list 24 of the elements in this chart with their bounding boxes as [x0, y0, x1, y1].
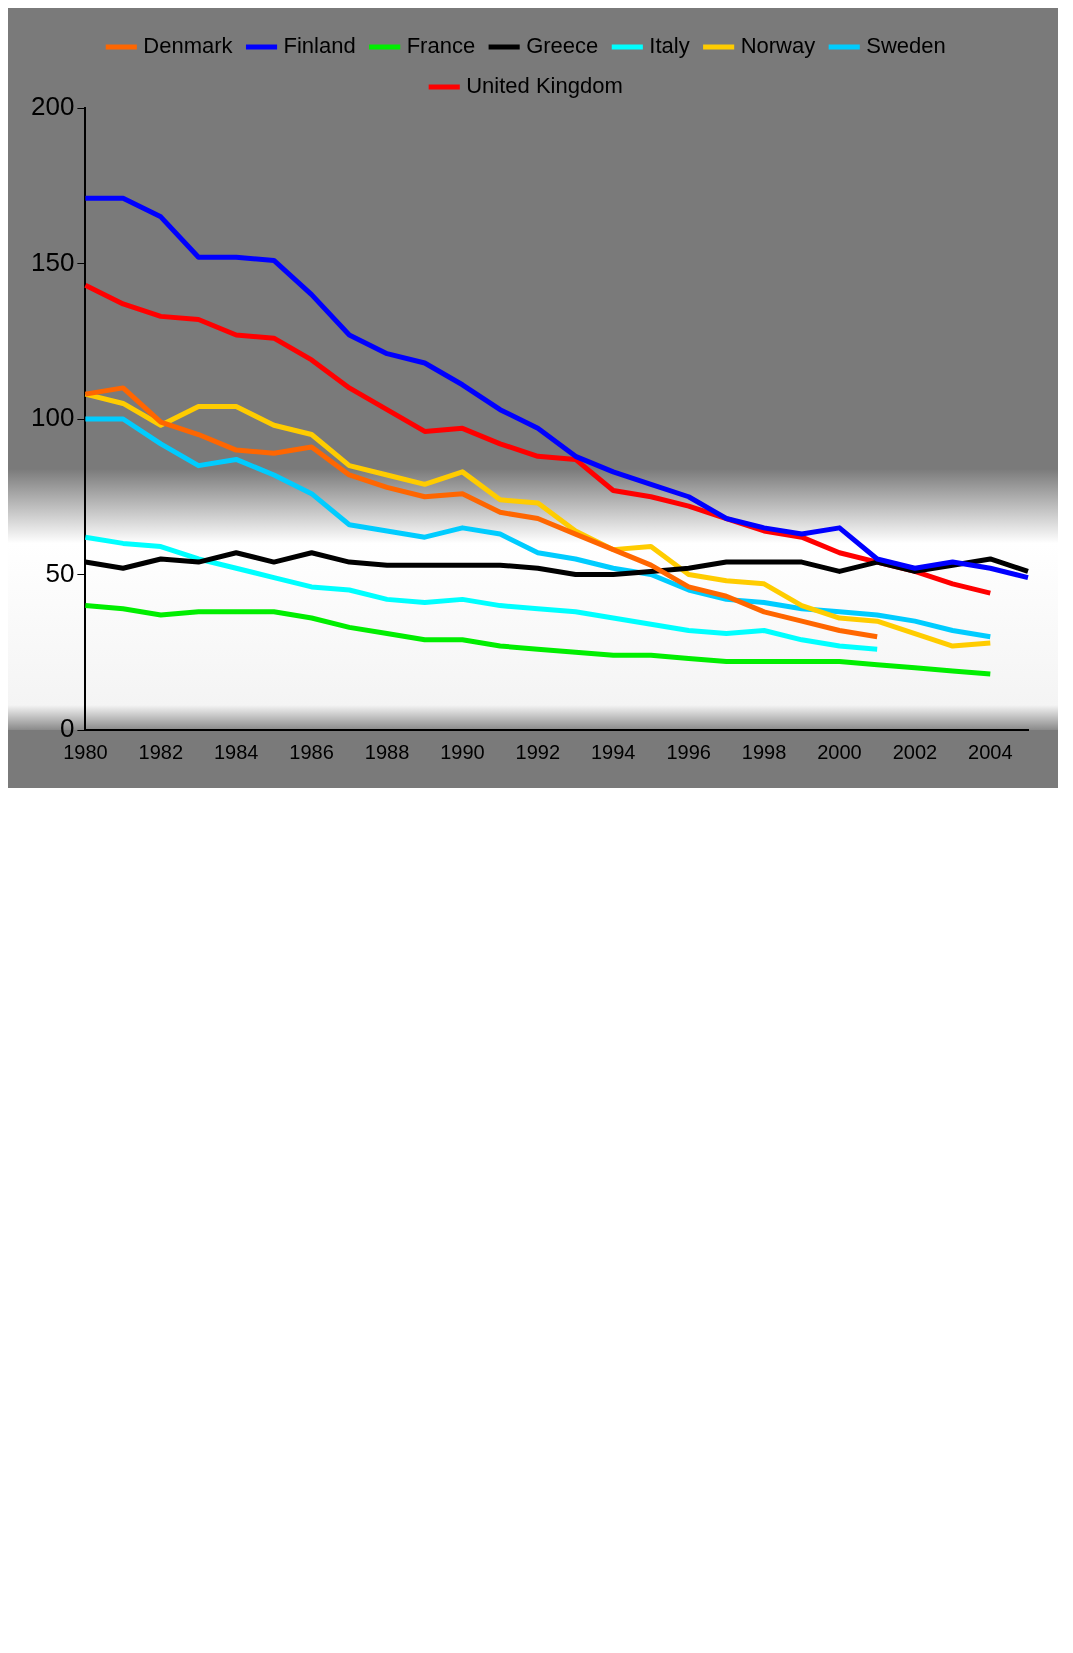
x-tick-label: 1998: [741, 740, 787, 763]
x-tick-label: 1988: [364, 740, 410, 763]
x-tick-label: 2004: [968, 740, 1013, 763]
legend-label: United Kingdom: [466, 73, 623, 99]
legend-label: Sweden: [866, 33, 946, 59]
y-tick-label: 200: [30, 91, 75, 122]
y-tick-label: 150: [30, 246, 75, 277]
x-tick-label: 1994: [591, 740, 636, 763]
x-tick-label: 1992: [515, 740, 561, 763]
x-tick-label: 1984: [213, 740, 259, 763]
legend-label: Finland: [283, 33, 356, 59]
legend-label: Greece: [526, 33, 599, 59]
x-tick-label: 2000: [817, 740, 862, 763]
legend-label: France: [406, 33, 476, 59]
x-tick-label: 2002: [892, 740, 938, 763]
legend-label: Italy: [649, 33, 690, 59]
x-tick-label: 1982: [138, 740, 184, 763]
x-tick-label: 1996: [666, 740, 711, 763]
legend-label: Denmark: [143, 33, 234, 59]
y-tick-label: 100: [30, 402, 75, 433]
legend-label: Norway: [740, 33, 816, 59]
x-tick-label: 1990: [440, 740, 485, 763]
x-tick-label: 1986: [289, 740, 334, 763]
y-tick-label: 50: [45, 557, 75, 588]
